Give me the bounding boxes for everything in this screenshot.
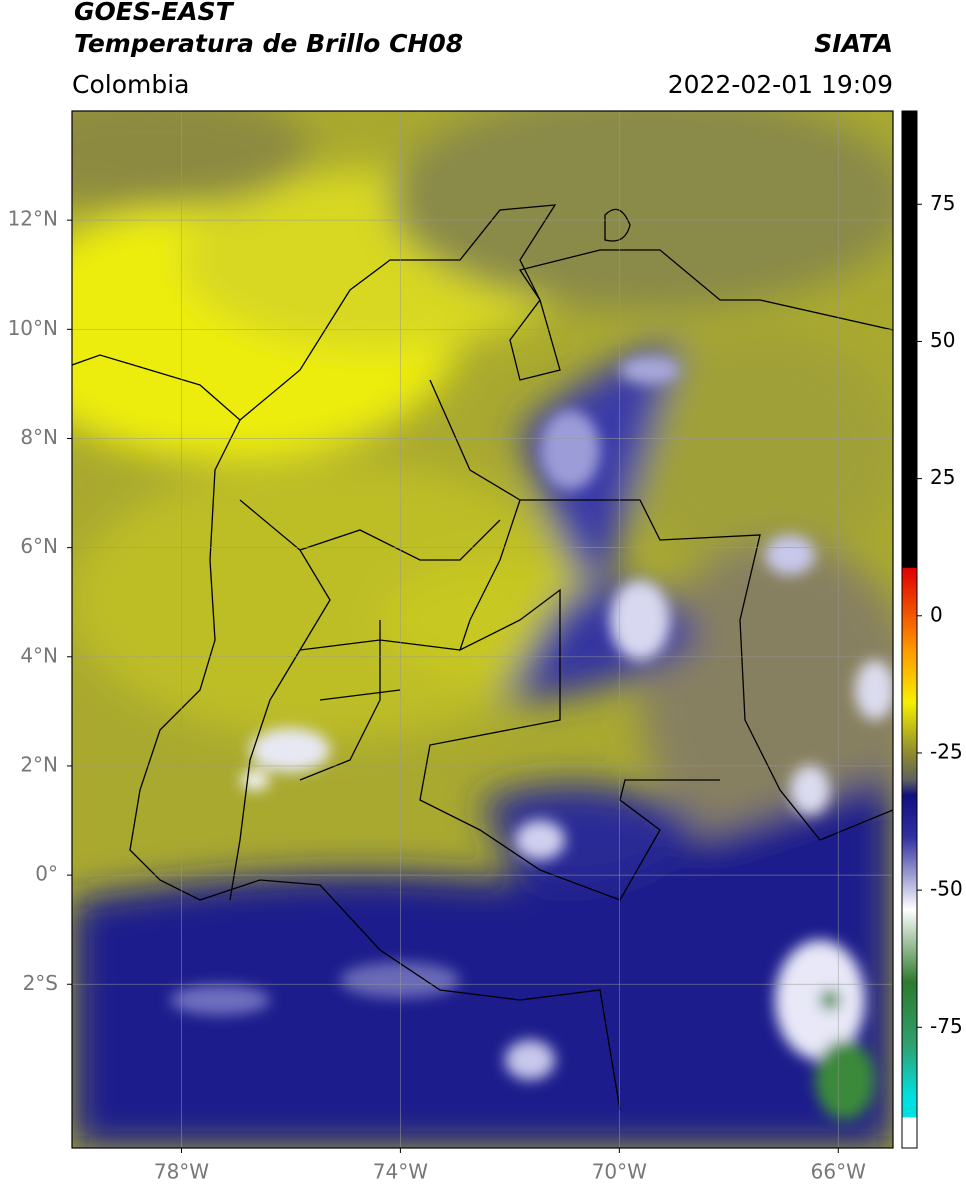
- x-tick-label: 78°W: [154, 1160, 209, 1184]
- title: GOES-EAST: [74, 0, 235, 26]
- y-tick-label: 2°S: [23, 971, 58, 995]
- x-tick-label: 74°W: [373, 1160, 428, 1184]
- cloud-tops: [170, 356, 893, 1120]
- grid: [72, 111, 893, 1148]
- colorbar-tick-label: -75: [930, 1014, 963, 1038]
- y-tick-label: 2°N: [20, 752, 58, 776]
- colorbar-tick-label: 75: [930, 191, 955, 215]
- y-tick-label: 10°N: [8, 316, 58, 340]
- colorbar-tick-label: 0: [930, 602, 943, 626]
- subtitle: Temperatura de Brillo CH08: [74, 29, 463, 58]
- y-tick-label: 4°N: [20, 643, 58, 667]
- colorbar-tick-label: -25: [930, 739, 963, 763]
- coastlines-borders: [72, 204, 893, 1111]
- x-tick-label: 70°W: [592, 1160, 647, 1184]
- source: SIATA: [814, 29, 893, 58]
- x-tick-label: 66°W: [811, 1160, 866, 1184]
- y-tick-label: 6°N: [20, 534, 58, 558]
- datetime: 2022-02-01 19:09: [668, 70, 893, 99]
- colorbar-tick-label: 25: [930, 465, 955, 489]
- y-tick-label: 12°N: [8, 207, 58, 231]
- ticks: 78°W 74°W 70°W 66°W 12°N 10°N 8°N 6°N 4°N 2°N 0° 2°…: [8, 191, 963, 1184]
- y-tick-label: 8°N: [20, 425, 58, 449]
- colorbar: [901, 110, 918, 1149]
- map-frame: [71, 110, 894, 1149]
- satellite-image: [72, 111, 893, 1148]
- colorbar-tick-label: 50: [930, 328, 955, 352]
- region: Colombia: [72, 70, 189, 99]
- colorbar-tick-label: -50: [930, 877, 963, 901]
- y-tick-label: 0°: [35, 862, 58, 886]
